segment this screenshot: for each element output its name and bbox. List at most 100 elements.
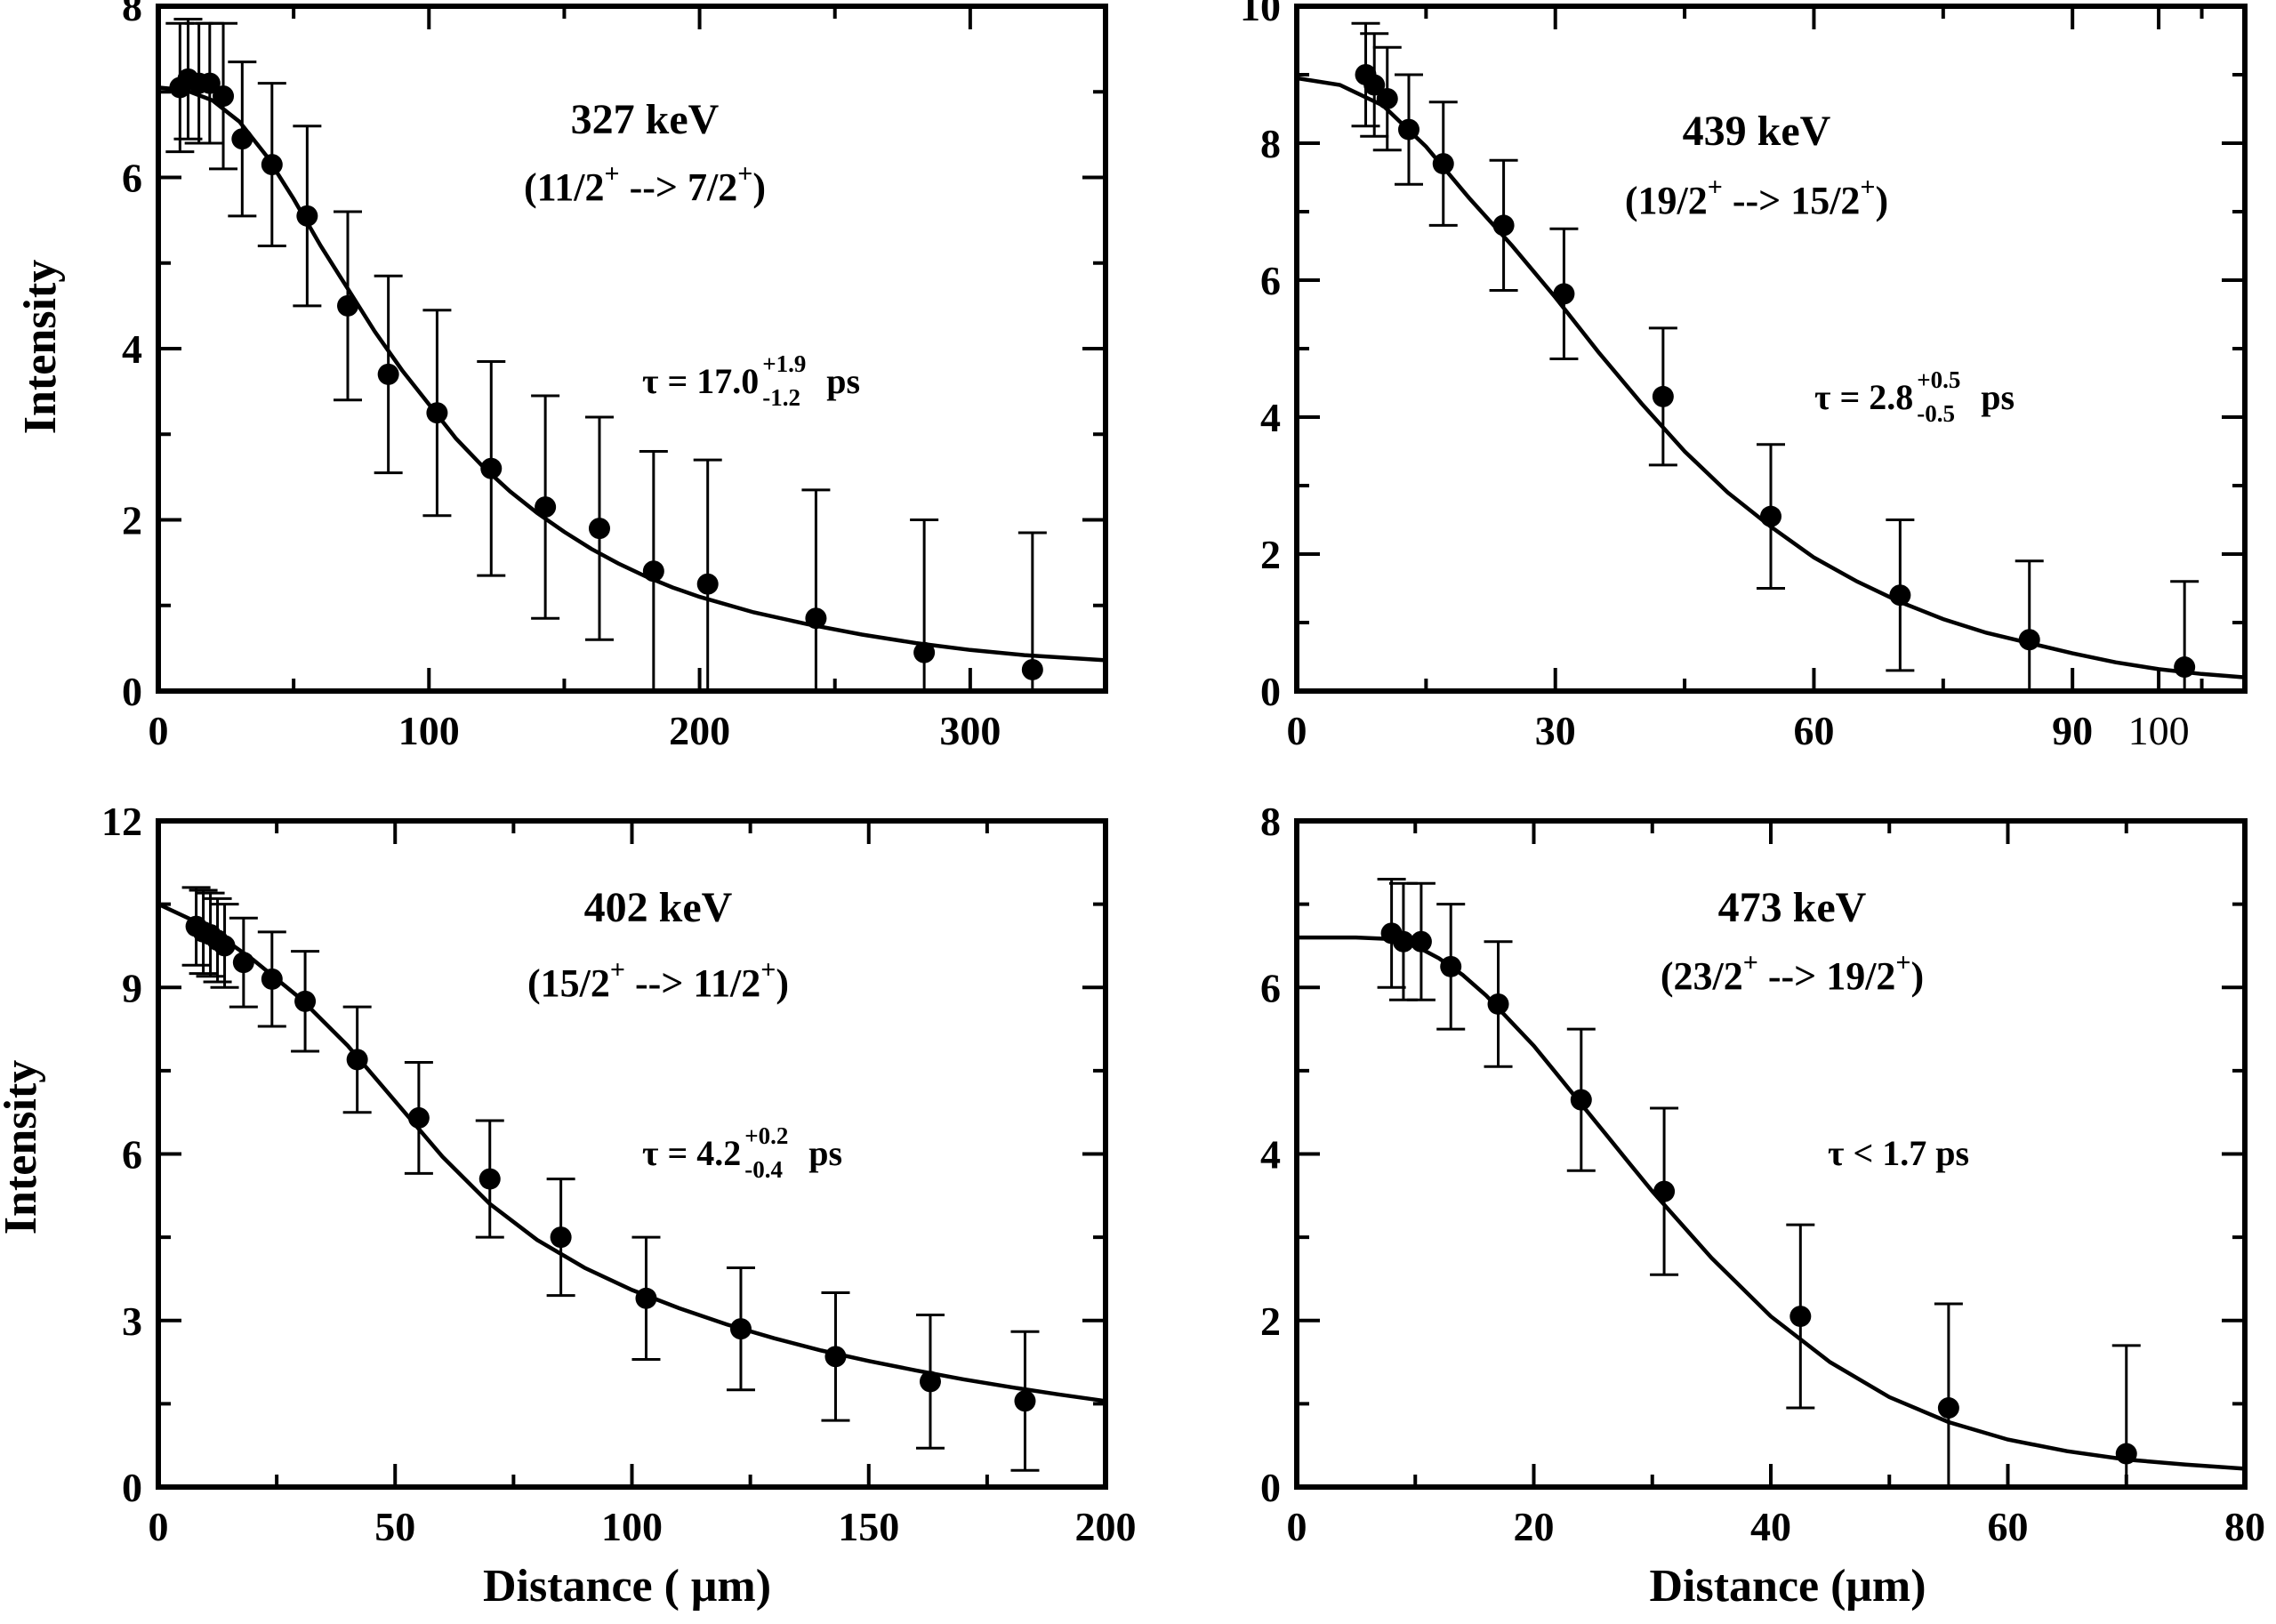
marker bbox=[1392, 930, 1414, 953]
data-point bbox=[631, 1235, 661, 1361]
marker bbox=[231, 128, 253, 150]
y-tick-label: 6 bbox=[122, 156, 142, 201]
data-point bbox=[1489, 158, 1518, 293]
lifetime-upper-error: +1.9 bbox=[762, 350, 806, 377]
y-tick-label: 4 bbox=[122, 326, 142, 372]
data-point bbox=[1786, 1223, 1815, 1410]
data-point bbox=[1406, 881, 1436, 1001]
x-tick-label: 300 bbox=[939, 708, 1001, 753]
x-axis-title: Distance ( μm) bbox=[483, 1561, 771, 1612]
marker bbox=[1363, 74, 1386, 96]
x-tick-label: 150 bbox=[838, 1504, 899, 1549]
fit-curve bbox=[157, 85, 1106, 663]
data-point bbox=[1010, 1330, 1040, 1472]
y-tick-label: 4 bbox=[1260, 1132, 1281, 1178]
lifetime-value: τ < 1.7 ps bbox=[1828, 1133, 1969, 1173]
data-point bbox=[342, 1005, 372, 1114]
data-point bbox=[531, 394, 560, 620]
marker bbox=[696, 573, 719, 595]
marker bbox=[2115, 1443, 2137, 1465]
marker bbox=[426, 402, 448, 424]
data-point bbox=[693, 458, 722, 691]
transition-label: (23/2+ --> 19/2+) bbox=[1661, 948, 1924, 998]
marker bbox=[1653, 1180, 1676, 1202]
data-point bbox=[210, 903, 239, 989]
y-tick-label: 8 bbox=[122, 0, 142, 29]
marker bbox=[479, 1168, 501, 1190]
data-point bbox=[1428, 100, 1458, 227]
x-tick-label: 30 bbox=[1535, 708, 1576, 753]
y-tick-label: 0 bbox=[122, 1465, 142, 1510]
marker bbox=[913, 641, 936, 663]
marker bbox=[1021, 658, 1043, 680]
marker bbox=[198, 72, 221, 94]
marker bbox=[1570, 1089, 1592, 1111]
marker bbox=[1410, 930, 1432, 953]
x-tick-label: 100 bbox=[398, 708, 460, 753]
marker bbox=[919, 1371, 941, 1393]
x-axis-title: Distance (μm) bbox=[1649, 1561, 1926, 1612]
x-tick-label: 100 bbox=[601, 1504, 663, 1549]
y-axis-title: Intensity bbox=[15, 260, 66, 434]
data-point bbox=[2111, 1344, 2141, 1487]
y-tick-label: 0 bbox=[122, 669, 142, 714]
lifetime-label: τ = 17.0 +1.9 -1.2 ps bbox=[642, 350, 860, 411]
lifetime-value: τ = 17.0 bbox=[642, 361, 759, 401]
data-point bbox=[1650, 1106, 1679, 1276]
y-tick-label: 2 bbox=[1260, 1298, 1281, 1344]
marker bbox=[824, 1346, 847, 1368]
data-point bbox=[422, 309, 452, 518]
data-point bbox=[1436, 903, 1466, 1031]
lifetime-label: τ < 1.7 ps bbox=[1828, 1133, 1969, 1173]
fit-curve bbox=[157, 902, 1106, 1403]
data-point bbox=[228, 60, 257, 218]
data-point bbox=[726, 1266, 755, 1392]
marker bbox=[642, 560, 664, 583]
data-point bbox=[1934, 1302, 1963, 1487]
marker bbox=[2018, 629, 2040, 651]
marker bbox=[2174, 656, 2196, 679]
data-point bbox=[291, 950, 320, 1053]
data-point bbox=[584, 415, 614, 641]
data-point bbox=[910, 519, 939, 691]
data-point bbox=[1549, 227, 1579, 361]
marker bbox=[346, 1049, 368, 1071]
y-tick-label: 0 bbox=[1260, 1465, 1281, 1510]
marker bbox=[1397, 118, 1419, 141]
panel-3: 0 3 6 9 12 0 50 100 150 200 Intensity Distance ( μm… bbox=[0, 799, 1137, 1612]
marker bbox=[550, 1226, 572, 1249]
lifetime-unit: ps bbox=[826, 361, 860, 401]
lifetime-upper-error: +0.5 bbox=[1917, 366, 1960, 393]
data-point bbox=[639, 450, 668, 691]
x-tick-label: 0 bbox=[1287, 708, 1307, 753]
y-tick-label: 10 bbox=[1240, 0, 1281, 29]
marker bbox=[729, 1318, 752, 1340]
data-point bbox=[1757, 443, 1785, 590]
transition-label: (11/2+ --> 7/2+) bbox=[524, 159, 766, 209]
marker bbox=[377, 363, 399, 385]
data-point bbox=[821, 1291, 850, 1422]
energy-label: 473 keV bbox=[1718, 884, 1867, 931]
y-tick-label: 2 bbox=[122, 498, 142, 543]
x-tick-label: 0 bbox=[149, 708, 169, 753]
x-tick-label: 200 bbox=[669, 708, 730, 753]
marker bbox=[1760, 505, 1781, 527]
data-point bbox=[915, 1314, 945, 1450]
y-tick-label: 12 bbox=[101, 799, 142, 844]
marker bbox=[588, 518, 610, 540]
data-point bbox=[1648, 326, 1677, 467]
energy-label: 327 keV bbox=[571, 96, 720, 143]
lifetime-value: τ = 2.8 bbox=[1814, 377, 1913, 417]
y-tick-label: 4 bbox=[1260, 395, 1281, 440]
lifetime-lower-error: -1.2 bbox=[762, 384, 800, 411]
lifetime-value: τ = 4.2 bbox=[642, 1133, 741, 1173]
data-point bbox=[374, 274, 403, 475]
marker bbox=[1440, 955, 1462, 977]
x-tick-label: 80 bbox=[2224, 1504, 2265, 1549]
energy-label: 439 keV bbox=[1683, 108, 1831, 155]
data-point bbox=[404, 1061, 433, 1175]
fit-curve bbox=[1297, 935, 2246, 1471]
